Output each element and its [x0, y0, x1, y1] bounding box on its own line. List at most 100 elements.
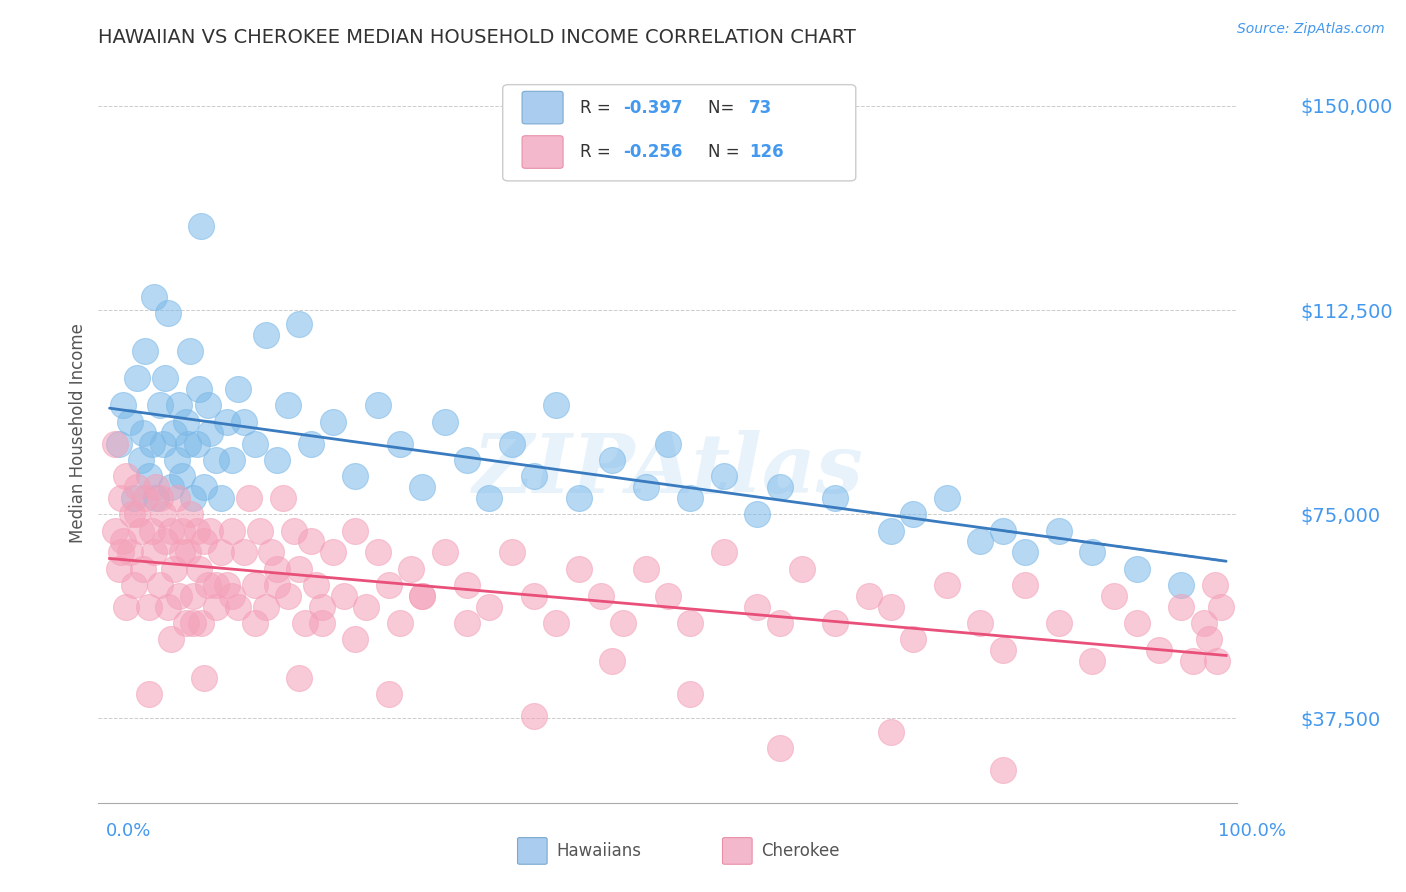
Point	[1081, 654, 1104, 668]
Point	[824, 491, 846, 505]
Point	[198, 425, 221, 440]
Point	[156, 599, 179, 614]
Point	[110, 545, 132, 559]
Point	[132, 425, 155, 440]
Point	[122, 491, 145, 505]
Point	[600, 453, 623, 467]
Point	[134, 343, 156, 358]
Point	[277, 398, 299, 412]
Point	[163, 425, 186, 440]
Point	[936, 578, 959, 592]
Point	[155, 534, 177, 549]
Point	[193, 480, 215, 494]
Text: ZIPAtlas: ZIPAtlas	[472, 430, 863, 509]
Point	[679, 616, 702, 631]
Text: 73: 73	[749, 99, 772, 117]
Point	[388, 616, 411, 631]
Point	[174, 616, 197, 631]
Point	[167, 589, 190, 603]
Point	[190, 219, 212, 233]
Point	[160, 632, 183, 647]
Point	[111, 534, 134, 549]
Point	[179, 508, 201, 522]
Point	[104, 436, 127, 450]
Point	[634, 562, 657, 576]
Point	[344, 469, 367, 483]
Point	[204, 453, 226, 467]
Point	[367, 545, 389, 559]
Point	[1192, 616, 1215, 631]
Point	[1209, 599, 1232, 614]
Point	[118, 545, 141, 559]
Point	[411, 589, 433, 603]
Point	[501, 545, 523, 559]
Point	[209, 491, 232, 505]
Point	[456, 578, 478, 592]
Point	[172, 524, 194, 538]
Point	[311, 616, 333, 631]
Point	[172, 545, 194, 559]
Point	[880, 524, 903, 538]
Point	[141, 436, 163, 450]
Y-axis label: Median Household Income: Median Household Income	[69, 323, 87, 542]
Point	[134, 491, 156, 505]
Point	[152, 436, 174, 450]
Point	[187, 562, 209, 576]
Point	[1104, 589, 1126, 603]
Point	[172, 469, 194, 483]
Point	[1014, 578, 1036, 592]
Point	[138, 599, 160, 614]
Point	[299, 436, 322, 450]
Point	[129, 453, 152, 467]
Point	[186, 436, 208, 450]
Point	[160, 480, 183, 494]
Point	[155, 371, 177, 385]
Point	[174, 415, 197, 429]
Point	[166, 491, 188, 505]
Point	[523, 708, 546, 723]
Text: -0.256: -0.256	[623, 143, 683, 161]
Point	[299, 534, 322, 549]
Point	[824, 616, 846, 631]
Point	[1126, 616, 1149, 631]
Point	[333, 589, 356, 603]
Point	[567, 491, 589, 505]
Text: 0.0%: 0.0%	[105, 822, 150, 840]
Point	[160, 524, 183, 538]
Text: R =: R =	[581, 99, 616, 117]
Point	[657, 589, 679, 603]
Point	[858, 589, 880, 603]
Point	[880, 599, 903, 614]
Point	[238, 491, 260, 505]
Point	[903, 632, 925, 647]
Point	[411, 480, 433, 494]
Point	[215, 578, 238, 592]
Point	[411, 589, 433, 603]
Text: 126: 126	[749, 143, 783, 161]
Point	[679, 491, 702, 505]
Point	[1014, 545, 1036, 559]
Text: Source: ZipAtlas.com: Source: ZipAtlas.com	[1237, 22, 1385, 37]
Point	[367, 398, 389, 412]
Point	[991, 763, 1014, 777]
Text: 100.0%: 100.0%	[1219, 822, 1286, 840]
Point	[145, 480, 167, 494]
Point	[356, 599, 378, 614]
Point	[266, 453, 288, 467]
Point	[1081, 545, 1104, 559]
Point	[546, 616, 568, 631]
Point	[991, 643, 1014, 657]
Point	[167, 398, 190, 412]
Point	[249, 524, 271, 538]
Point	[305, 578, 328, 592]
Point	[177, 545, 200, 559]
Point	[1047, 616, 1070, 631]
Point	[567, 562, 589, 576]
Point	[221, 524, 243, 538]
Point	[118, 415, 141, 429]
Point	[254, 327, 277, 342]
Text: Cherokee: Cherokee	[761, 842, 839, 860]
Point	[790, 562, 813, 576]
Point	[254, 599, 277, 614]
Point	[266, 562, 288, 576]
